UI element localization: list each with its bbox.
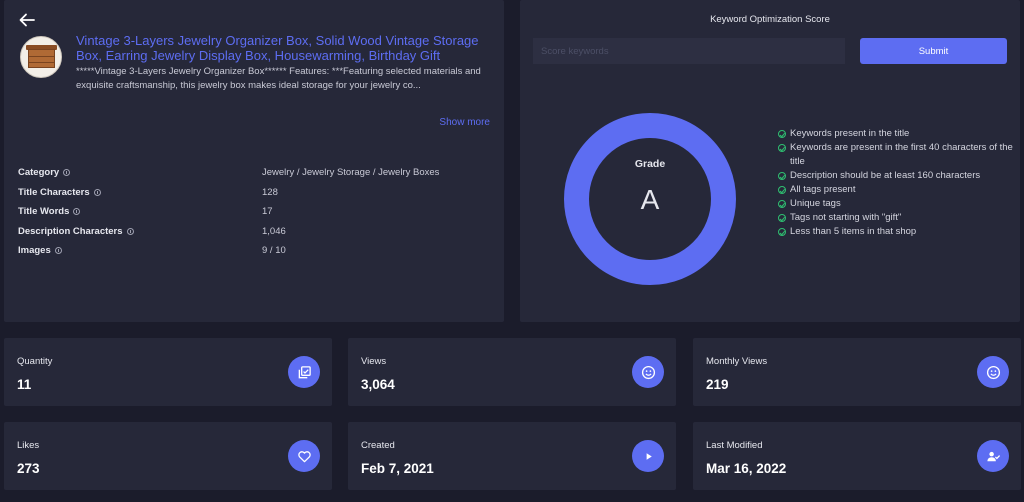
stat-card-quantity: Quantity 11 — [4, 338, 332, 406]
heart-icon — [288, 440, 320, 472]
stat-label: Created — [361, 440, 395, 451]
stack-icon — [288, 356, 320, 388]
stat-label: Quantity — [17, 356, 53, 367]
detail-label: Images — [18, 245, 51, 257]
check-item: Keywords are present in the first 40 cha… — [778, 141, 1014, 169]
stat-label: Last Modified — [706, 440, 763, 451]
detail-value: 17 — [262, 206, 273, 218]
detail-label: Category — [18, 167, 60, 179]
stat-card-views: Views 3,064 — [348, 338, 676, 406]
stat-value: Mar 16, 2022 — [706, 461, 787, 476]
detail-value: Jewelry / Jewelry Storage / Jewelry Boxe… — [262, 167, 440, 179]
product-thumbnail — [20, 36, 62, 78]
stat-value: 219 — [706, 377, 729, 392]
detail-label: Title Characters — [18, 186, 90, 198]
check-item: Keywords present in the title — [778, 127, 1014, 141]
detail-row-title-words: Title Words 17 — [18, 202, 488, 222]
stat-card-last-modified: Last Modified Mar 16, 2022 — [693, 422, 1021, 490]
user-check-icon — [977, 440, 1009, 472]
check-circle-icon — [778, 186, 786, 194]
detail-value: 1,046 — [262, 225, 286, 237]
smile-icon — [632, 356, 664, 388]
info-icon[interactable] — [73, 208, 81, 216]
product-details: Category Jewelry / Jewelry Storage / Jew… — [18, 163, 488, 261]
check-item: All tags present — [778, 183, 1014, 197]
detail-row-description-characters: Description Characters 1,046 — [18, 222, 488, 242]
checklist: Keywords present in the title Keywords a… — [778, 127, 1014, 239]
grade-value: A — [640, 184, 660, 215]
check-circle-icon — [778, 144, 786, 152]
grade-label: Grade — [634, 158, 666, 170]
stat-card-monthly-views: Monthly Views 219 — [693, 338, 1021, 406]
detail-row-category: Category Jewelry / Jewelry Storage / Jew… — [18, 163, 488, 183]
stat-value: Feb 7, 2021 — [361, 461, 434, 476]
detail-label: Description Characters — [18, 225, 123, 237]
show-more-link[interactable]: Show more — [439, 117, 490, 128]
detail-value: 9 / 10 — [262, 245, 286, 257]
detail-value: 128 — [262, 186, 278, 198]
score-panel-title: Keyword Optimization Score — [710, 14, 830, 25]
stat-value: 273 — [17, 461, 40, 476]
stat-value: 11 — [17, 377, 32, 392]
info-icon[interactable] — [126, 227, 134, 235]
play-icon — [632, 440, 664, 472]
info-icon[interactable] — [54, 247, 62, 255]
product-description: *****Vintage 3-Layers Jewelry Organizer … — [76, 66, 481, 91]
check-circle-icon — [778, 200, 786, 208]
check-circle-icon — [778, 228, 786, 236]
stat-card-created: Created Feb 7, 2021 — [348, 422, 676, 490]
check-item: Description should be at least 160 chara… — [778, 169, 1014, 183]
back-arrow-icon[interactable] — [18, 11, 36, 29]
score-keywords-input[interactable] — [533, 38, 845, 64]
stat-value: 3,064 — [361, 377, 395, 392]
info-icon[interactable] — [93, 188, 101, 196]
info-icon[interactable] — [63, 169, 71, 177]
detail-row-title-characters: Title Characters 128 — [18, 183, 488, 203]
check-circle-icon — [778, 130, 786, 138]
check-item: Tags not starting with "gift" — [778, 211, 1014, 225]
check-item: Unique tags — [778, 197, 1014, 211]
stat-card-likes: Likes 273 — [4, 422, 332, 490]
stat-label: Views — [361, 356, 387, 367]
stat-label: Monthly Views — [706, 356, 768, 367]
product-title[interactable]: Vintage 3-Layers Jewelry Organizer Box, … — [76, 33, 479, 63]
detail-label: Title Words — [18, 206, 70, 218]
check-item: Less than 5 items in that shop — [778, 225, 1014, 239]
submit-button[interactable]: Submit — [860, 38, 1007, 64]
smile-icon — [977, 356, 1009, 388]
keyword-score-panel: Keyword Optimization Score Submit Grade … — [520, 0, 1020, 322]
check-circle-icon — [778, 172, 786, 180]
check-circle-icon — [778, 214, 786, 222]
stat-label: Likes — [17, 440, 40, 451]
product-panel: Vintage 3-Layers Jewelry Organizer Box, … — [4, 0, 504, 322]
detail-row-images: Images 9 / 10 — [18, 241, 488, 261]
